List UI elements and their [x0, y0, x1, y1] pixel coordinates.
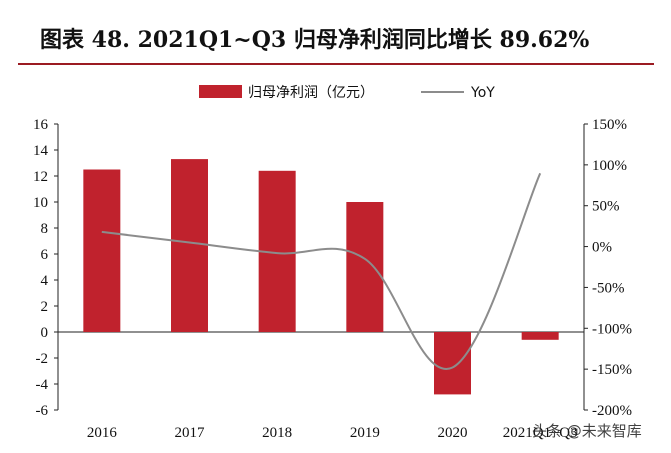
x-axis-label-2016: 2016	[87, 425, 118, 441]
left-axis-tick-label: 6	[41, 247, 49, 263]
right-axis-tick-label: 150%	[592, 117, 627, 133]
left-axis-tick-label: 16	[33, 117, 49, 133]
left-axis-tick-label: -6	[36, 403, 49, 419]
watermark: 头条 @未来智库	[532, 422, 642, 440]
bar-2021Q1~Q3	[521, 332, 559, 340]
x-axis-labels: 2016 2017 2018 2019 2020 2021Q1~Q3	[87, 425, 578, 441]
bar-2016	[83, 169, 121, 332]
yoy-line	[101, 172, 542, 371]
bar-2017	[171, 159, 208, 332]
left-axis-tick-label: 0	[41, 325, 49, 341]
right-axis-tick-label: 0%	[592, 240, 612, 256]
x-axis-label-2017: 2017	[175, 425, 206, 441]
bars	[83, 159, 559, 395]
legend-bar-label: 归母净利润（亿元）	[248, 84, 374, 101]
left-axis-tick-label: -2	[36, 351, 49, 367]
right-axis-tick-label: -100%	[592, 321, 632, 337]
left-axis-tick-label: 8	[41, 221, 49, 237]
x-axis-label-2020: 2020	[438, 425, 468, 441]
right-axis-tick-label: 50%	[592, 199, 620, 215]
left-axis-tick-label: 10	[33, 195, 48, 211]
right-axis-tick-label: 100%	[592, 158, 627, 174]
left-axis-tick-label: 12	[33, 169, 48, 185]
axes: -6 -4 -2 0 2 4 6 8 10 12 14 16 -200% -150% -100% -50% 0%…	[33, 117, 632, 419]
right-axis-tick-label: -150%	[592, 362, 632, 378]
x-axis-label-2019: 2019	[350, 425, 380, 441]
right-axis-tick-label: -50%	[592, 280, 625, 296]
legend: 归母净利润（亿元） YoY	[199, 84, 495, 101]
chart-title: 图表 48. 2021Q1~Q3 归母净利润同比增长 89.62%	[40, 27, 590, 53]
legend-line-label: YoY	[470, 85, 495, 101]
left-axis-tick-label: 2	[41, 299, 49, 315]
left-axis-tick-label: 14	[33, 143, 49, 159]
right-axis-tick-label: -200%	[592, 403, 632, 419]
left-axis-tick-label: 4	[41, 273, 49, 289]
bar-2020	[434, 332, 471, 395]
title-underline	[18, 63, 654, 65]
legend-bar-swatch	[199, 85, 242, 98]
x-axis-label-2018: 2018	[262, 425, 292, 441]
x-axis-label-2021Q1~Q3: 2021Q1~Q3	[503, 425, 578, 441]
yoy-line-group	[101, 172, 542, 371]
bar-2019	[346, 202, 384, 332]
left-axis-tick-label: -4	[36, 377, 49, 393]
